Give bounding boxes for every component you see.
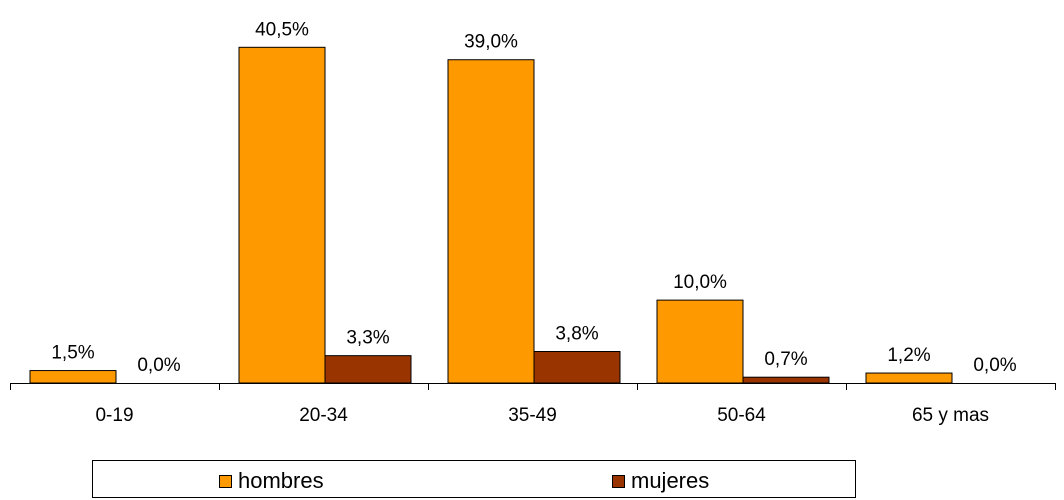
value-label-hombres-35-49: 39,0% bbox=[464, 32, 518, 53]
legend-item-hombres: hombres bbox=[219, 468, 324, 494]
legend-label-hombres: hombres bbox=[238, 468, 324, 493]
legend-swatch-mujeres bbox=[612, 474, 625, 488]
legend-label-mujeres: mujeres bbox=[631, 468, 710, 493]
bar-hombres-0-19 bbox=[29, 370, 117, 384]
bar-hombres-35-49 bbox=[447, 59, 535, 384]
value-label-mujeres-20-34: 3,3% bbox=[346, 328, 389, 349]
legend: hombres mujeres bbox=[92, 460, 856, 498]
bars-group bbox=[29, 46, 953, 384]
x-tick-label-35-49: 35-49 bbox=[508, 405, 557, 426]
bar-hombres-65-y-mas bbox=[865, 372, 953, 384]
value-label-mujeres-50-64: 0,7% bbox=[764, 349, 807, 370]
x-tick-label-50-64: 50-64 bbox=[717, 405, 766, 426]
value-label-mujeres-65-y-mas: 0,0% bbox=[973, 355, 1016, 376]
bar-mujeres-50-64 bbox=[742, 376, 830, 384]
x-tick-label-0-19: 0-19 bbox=[95, 405, 133, 426]
legend-swatch-hombres bbox=[219, 474, 232, 488]
bar-chart: 1,5% 40,5% 39,0% 10,0% 1,2% 0,0% 3,3% 3,8% 0,7% 0… bbox=[10, 19, 1056, 426]
bar-hombres-20-34 bbox=[238, 46, 326, 384]
bar-mujeres-35-49 bbox=[533, 351, 621, 384]
value-label-mujeres-0-19: 0,0% bbox=[137, 355, 180, 376]
legend-item-mujeres: mujeres bbox=[612, 468, 709, 494]
value-label-hombres-0-19: 1,5% bbox=[51, 343, 94, 364]
value-label-hombres-50-64: 10,0% bbox=[673, 272, 727, 293]
x-axis-tick-labels: 0-19 20-34 35-49 50-64 65 y mas bbox=[95, 405, 989, 426]
bar-hombres-50-64 bbox=[656, 299, 744, 384]
x-tick-label-65-y-mas: 65 y mas bbox=[912, 405, 989, 426]
value-labels-group: 1,5% 40,5% 39,0% 10,0% 1,2% 0,0% 3,3% 3,8% 0,7% 0… bbox=[51, 19, 1016, 376]
value-label-mujeres-35-49: 3,8% bbox=[555, 324, 598, 345]
value-label-hombres-20-34: 40,5% bbox=[255, 19, 309, 40]
bar-mujeres-20-34 bbox=[324, 355, 412, 384]
x-tick-label-20-34: 20-34 bbox=[299, 405, 348, 426]
value-label-hombres-65-y-mas: 1,2% bbox=[887, 345, 930, 366]
x-axis-ticks bbox=[10, 383, 1056, 390]
